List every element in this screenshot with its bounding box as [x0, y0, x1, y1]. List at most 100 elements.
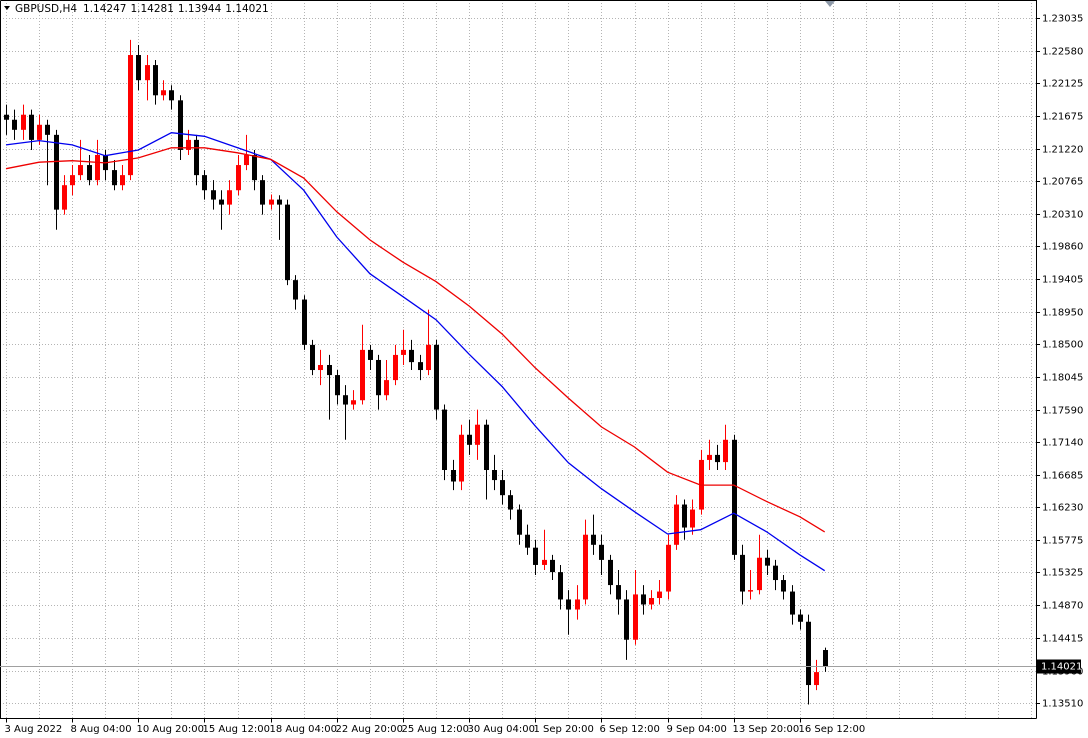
candle-body [492, 470, 497, 481]
y-tick-label: 1.13510 [1042, 699, 1083, 710]
candle-body [641, 594, 646, 605]
candle-body [21, 114, 26, 130]
candle-body [153, 65, 158, 96]
x-tick-label: 6 Sep 12:00 [600, 724, 660, 735]
y-tick-label: 1.16230 [1042, 503, 1083, 514]
symbol: GBPUSD,H4 [15, 3, 77, 15]
x-tick-label: 15 Aug 12:00 [203, 724, 270, 735]
y-tick-label: 1.14415 [1042, 634, 1083, 645]
candle-body [823, 650, 828, 667]
menu-arrow[interactable] [4, 6, 10, 10]
candle-body [806, 621, 811, 686]
candle-body [211, 190, 216, 200]
y-tick-label: 1.20765 [1042, 177, 1083, 188]
candle-body [112, 170, 117, 186]
candle-body [62, 185, 67, 210]
candle-body [781, 580, 786, 592]
candle-body [666, 544, 671, 592]
candle-body [814, 672, 819, 686]
candle-body [467, 434, 472, 445]
y-tick-label: 1.23035 [1042, 14, 1083, 25]
candle-body [78, 165, 83, 176]
candle-body [484, 424, 489, 471]
candle-body [87, 165, 92, 181]
candle-body [194, 139, 199, 176]
candle-body [186, 139, 191, 150]
candle-body [616, 585, 621, 600]
last-price-label: 1.14021 [1041, 662, 1082, 673]
candle-body [591, 534, 596, 545]
candle-body [277, 199, 282, 205]
candle-body [202, 175, 207, 191]
candle-body [12, 119, 17, 130]
candle-body [244, 154, 249, 166]
candle-body [260, 180, 265, 205]
candle-body [633, 594, 638, 640]
candle-body [376, 359, 381, 396]
y-tick-label: 1.15775 [1042, 536, 1083, 547]
x-tick-label: 18 Aug 04:00 [270, 724, 337, 735]
candle-body [178, 100, 183, 150]
candle-body [517, 509, 522, 535]
candle-body [54, 134, 59, 210]
candle-body [401, 349, 406, 355]
candle-body [335, 375, 340, 396]
ohlc-open: 1.14247 [83, 3, 126, 15]
x-tick-label: 22 Aug 20:00 [336, 724, 403, 735]
candle-body [723, 439, 728, 463]
candle-body [120, 175, 125, 186]
y-tick-label: 1.16685 [1042, 471, 1083, 482]
candle-body [252, 154, 257, 181]
candle-body [219, 199, 224, 205]
x-tick-label: 25 Aug 12:00 [402, 724, 469, 735]
candle-body [136, 55, 141, 81]
candle-body [599, 544, 604, 560]
candle-body [566, 599, 571, 610]
candle-body [384, 380, 389, 396]
y-tick-label: 1.17140 [1042, 438, 1083, 449]
x-tick-label: 30 Aug 04:00 [468, 724, 535, 735]
candle-body [327, 364, 332, 376]
candle-body [360, 349, 365, 401]
y-tick-label: 1.21675 [1042, 112, 1083, 123]
candle-body [715, 454, 720, 463]
ohlc-low: 1.13944 [178, 3, 222, 15]
candle-body [740, 554, 745, 592]
candle-body [409, 349, 414, 363]
x-tick-label: 9 Sep 04:00 [667, 724, 727, 735]
candle-body [508, 495, 513, 510]
y-tick-label: 1.22580 [1042, 47, 1083, 58]
candle-body [748, 590, 753, 592]
candle-body [757, 557, 762, 591]
candle-body [318, 364, 323, 371]
candle-body [442, 409, 447, 471]
candle-body [269, 199, 274, 205]
candle-body [583, 534, 588, 600]
moving-average [5, 147, 826, 533]
x-tick-label: 3 Aug 2022 [5, 724, 63, 735]
plot [4, 39, 828, 705]
candle-body [558, 572, 563, 600]
y-tick-label: 1.17590 [1042, 406, 1083, 417]
y-tick-label: 1.18950 [1042, 308, 1083, 319]
candle-body [475, 424, 480, 445]
candle-body [128, 55, 133, 176]
candle-body [690, 509, 695, 528]
candle-body [29, 114, 34, 140]
candle-body [500, 480, 505, 496]
shift-marker[interactable] [825, 1, 835, 7]
x-tick-label: 8 Aug 04:00 [71, 724, 132, 735]
candle-body [790, 591, 795, 615]
candle-body [161, 90, 166, 96]
x-tick-label: 10 Aug 20:00 [137, 724, 204, 735]
candle-body [285, 204, 290, 281]
y-tick-label: 1.15325 [1042, 568, 1083, 579]
y-tick-label: 1.19405 [1042, 275, 1083, 286]
candle-body [95, 154, 100, 181]
candle-body [426, 344, 431, 371]
candle-body [393, 354, 398, 381]
y-tick-label: 1.18500 [1042, 340, 1083, 351]
